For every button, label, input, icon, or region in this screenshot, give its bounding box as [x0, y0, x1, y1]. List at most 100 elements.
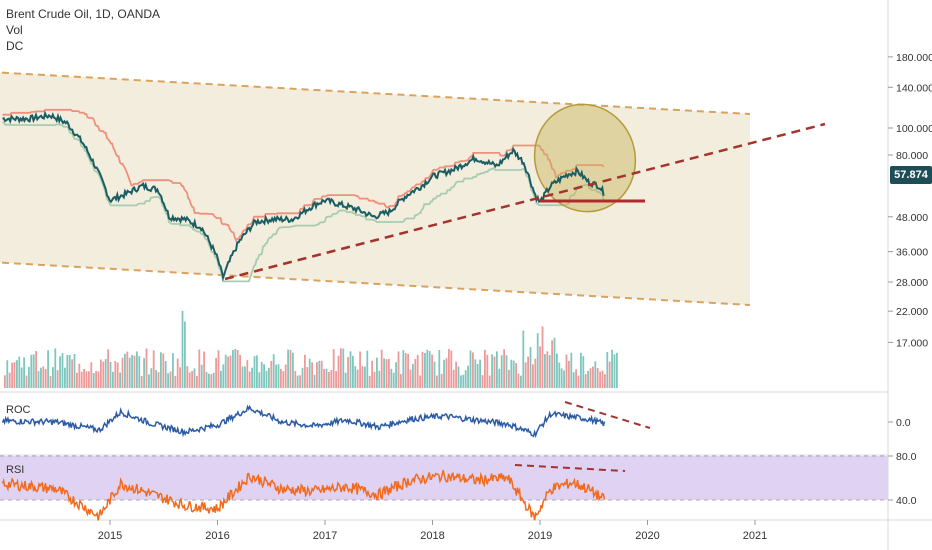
volume-bar [294, 371, 297, 388]
volume-bar [344, 372, 347, 388]
time-tick-label: 2020 [635, 530, 659, 542]
volume-bar [380, 349, 383, 388]
channel-lower-line [0, 261, 751, 306]
volume-bar [481, 375, 484, 388]
volume-bar [157, 372, 160, 388]
volume-bar [18, 356, 21, 388]
volume-bar [280, 368, 282, 388]
volume-bar [592, 366, 594, 388]
volume-bar [124, 353, 126, 388]
volume-bar [520, 375, 522, 388]
volume-bar [400, 374, 402, 388]
volume-bar [167, 373, 169, 388]
volume-bar [416, 355, 419, 388]
volume-bar [296, 375, 299, 388]
volume-bar [488, 375, 491, 388]
volume-bar [407, 354, 409, 388]
volume-bar [172, 353, 174, 388]
roc-pane-label: ROC [6, 404, 31, 416]
volume-bar [553, 337, 556, 388]
legend-vol[interactable]: Vol [6, 23, 23, 37]
volume-bar [188, 372, 191, 388]
volume-bar [64, 367, 66, 388]
volume-bar [570, 352, 573, 388]
volume-bar [589, 368, 592, 388]
volume-bar [556, 353, 558, 388]
price-tick-label: 100.000 [896, 123, 932, 135]
volume-bar [52, 367, 54, 388]
volume-bar [174, 375, 177, 388]
volume-bar [131, 354, 133, 388]
volume-bar [433, 361, 436, 388]
volume-bar [184, 321, 186, 388]
volume-bar [78, 363, 81, 388]
price-tick-label: 48.000 [896, 212, 928, 224]
volume-bar [28, 366, 30, 388]
volume-bar [517, 373, 520, 388]
volume-bar [536, 333, 539, 388]
volume-bar [234, 348, 237, 388]
volume-bar [606, 352, 609, 388]
volume-bar [198, 349, 201, 388]
rising-trendline [224, 122, 826, 281]
volume-bar [462, 374, 465, 388]
volume-bar [104, 359, 107, 388]
volume-bar [532, 364, 534, 388]
volume-bar [551, 340, 553, 388]
time-tick-label: 2018 [420, 530, 444, 542]
donchian-upper-band [2, 108, 605, 242]
price-tick-label: 22.000 [896, 306, 928, 318]
legend-dc[interactable]: DC [6, 39, 24, 53]
volume-bar [136, 351, 138, 388]
time-tick-label: 2017 [313, 530, 337, 542]
volume-bar [208, 373, 210, 388]
price-line [2, 110, 605, 282]
volume-bar [409, 369, 412, 388]
volume-bar [440, 373, 443, 388]
volume-bar [457, 366, 460, 388]
channel-upper-line [0, 71, 751, 115]
volume-bar [88, 371, 90, 388]
volume-bar [114, 361, 117, 388]
volume-bar [378, 370, 381, 388]
time-tick-label: 2015 [98, 530, 122, 542]
volume-bar [49, 375, 52, 388]
volume-bar [460, 375, 462, 388]
volume-bar [421, 351, 424, 388]
volume-bar [44, 369, 47, 388]
volume-bar [313, 374, 316, 388]
volume-bar [116, 362, 119, 388]
volume-bar [527, 356, 529, 388]
volume-bar [54, 348, 57, 388]
volume-bar [594, 361, 597, 388]
volume-bar [366, 350, 369, 388]
volume-bar [244, 366, 246, 388]
volume-bar [56, 370, 59, 388]
volume-bar [148, 374, 150, 388]
volume-bar [330, 370, 333, 388]
volume-bar [349, 351, 352, 388]
volume-bar [546, 351, 549, 388]
volume-bar [220, 370, 222, 388]
volume-bar [299, 375, 301, 388]
legend-title[interactable]: Brent Crude Oil, 1D, OANDA [6, 7, 161, 21]
volume-bar [464, 370, 467, 388]
volume-bar [186, 366, 189, 388]
volume-bar [212, 372, 215, 388]
volume-bar [397, 351, 400, 388]
time-tick-label: 2021 [743, 530, 767, 542]
volume-bar [337, 355, 340, 388]
volume-bar [42, 366, 45, 388]
roc-tick-label: 0.0 [896, 417, 911, 429]
volume-bar [342, 348, 345, 388]
volume-bar [404, 352, 407, 388]
volume-bar [467, 365, 469, 388]
volume-bar [498, 368, 501, 388]
volume-bar [222, 364, 225, 388]
volume-bar [97, 371, 100, 388]
volume-bar [265, 370, 268, 388]
volume-bar [107, 349, 109, 388]
axes: 180.000 140.000 100.000 80.000 48.000 36.000 2… [98, 52, 932, 542]
volume-bar [611, 349, 613, 388]
volume-bar [25, 375, 28, 388]
